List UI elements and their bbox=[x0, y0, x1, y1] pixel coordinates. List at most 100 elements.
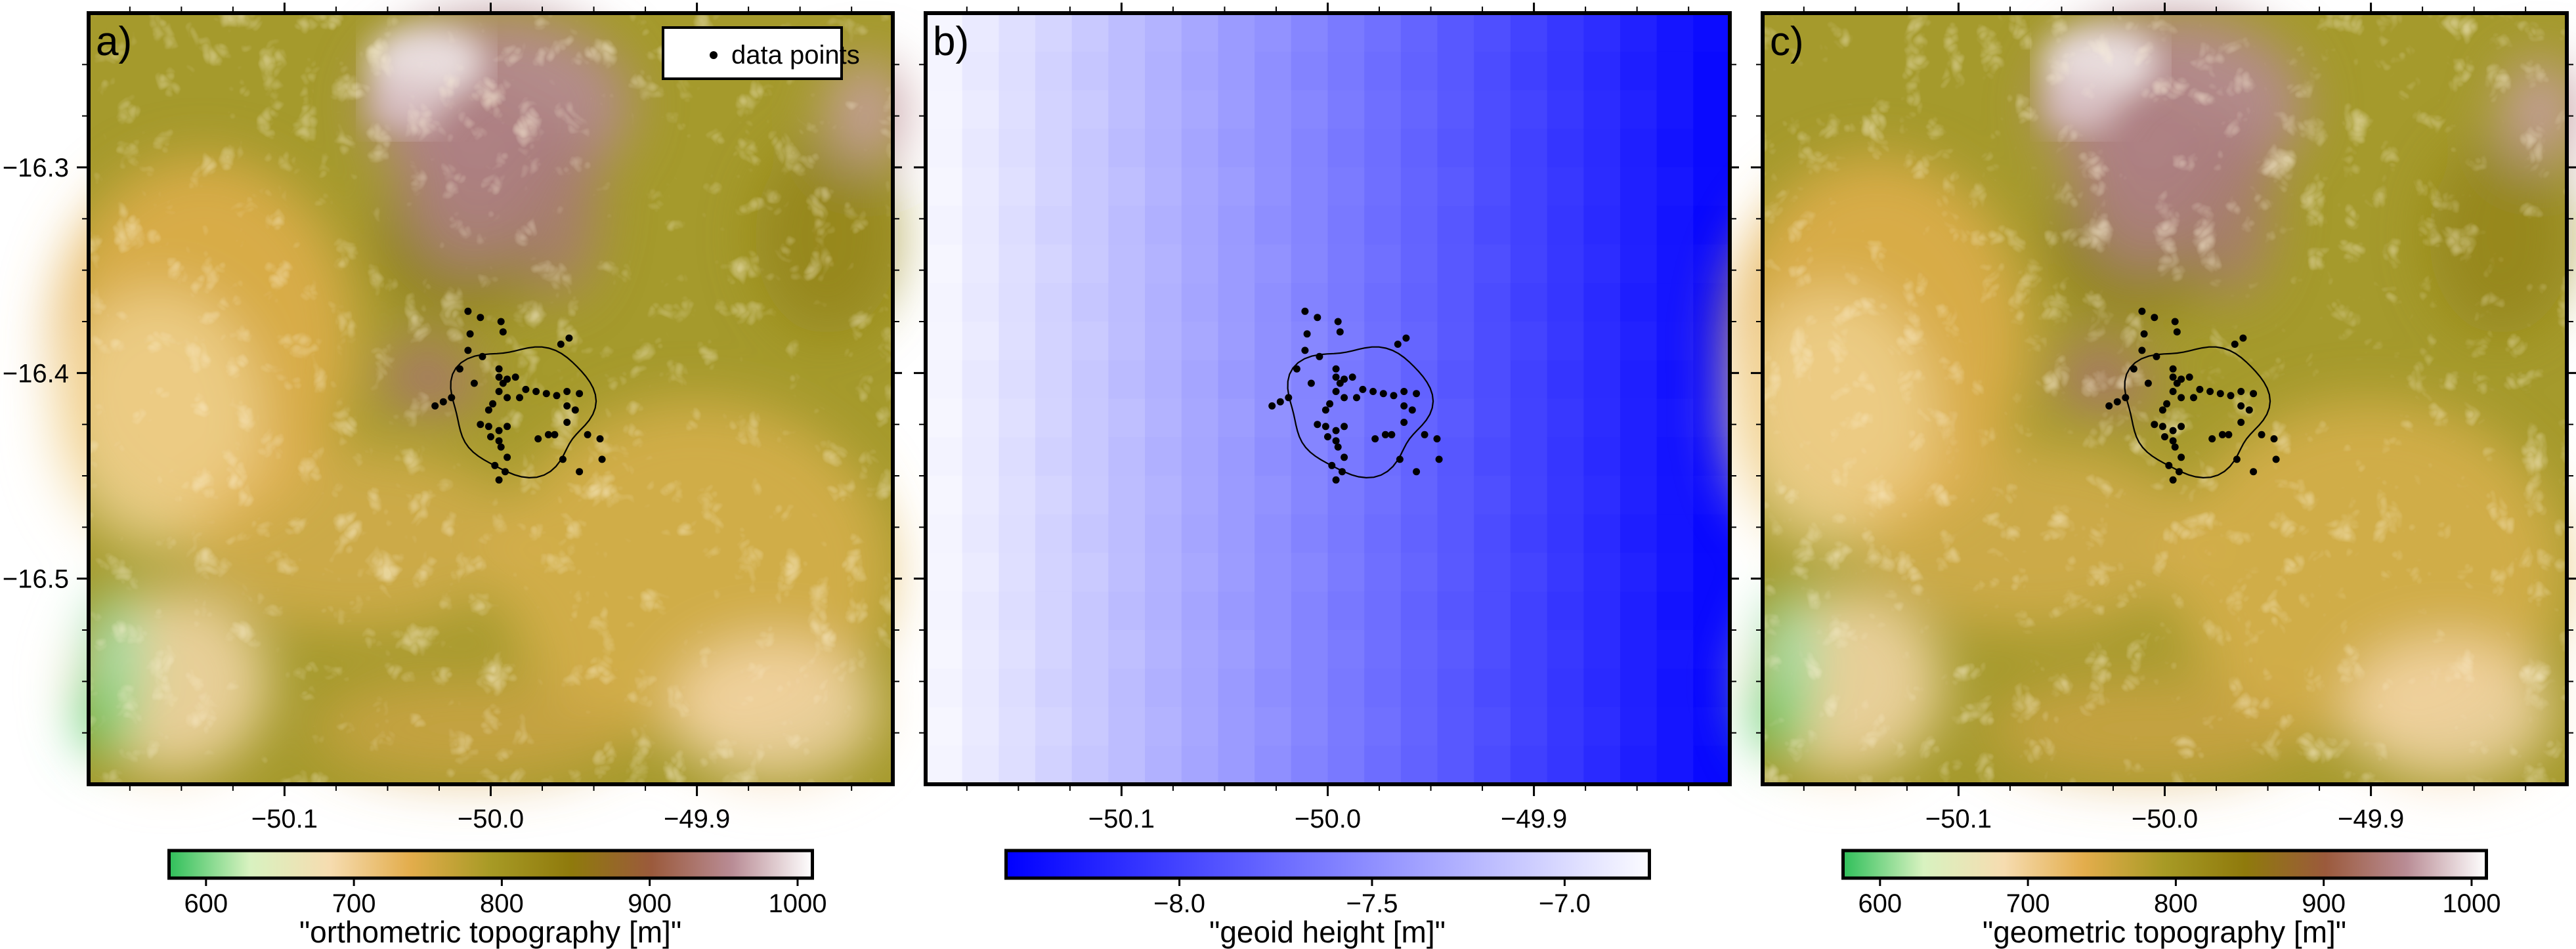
geoid-cell bbox=[1400, 90, 1438, 129]
geoid-cell bbox=[1437, 437, 1474, 476]
colorbar-tick-label: −7.0 bbox=[1539, 889, 1591, 918]
geoid-cell bbox=[1364, 746, 1402, 785]
geoid-cell bbox=[1656, 244, 1694, 284]
geoid-cell bbox=[1437, 13, 1474, 53]
geoid-cell bbox=[1437, 90, 1474, 129]
geoid-cell bbox=[926, 437, 963, 476]
geoid-cell bbox=[998, 630, 1036, 669]
data-point bbox=[516, 394, 523, 402]
data-point bbox=[1413, 468, 1421, 476]
geoid-cell bbox=[998, 129, 1036, 168]
geoid-cell bbox=[1547, 51, 1585, 91]
geoid-cell bbox=[1108, 553, 1146, 592]
data-point bbox=[1314, 421, 1321, 429]
geoid-cell bbox=[926, 514, 963, 554]
geoid-cell bbox=[1656, 630, 1694, 669]
geoid-cell bbox=[1547, 360, 1585, 400]
geoid-cell bbox=[1583, 553, 1621, 592]
geoid-cell bbox=[1364, 630, 1402, 669]
geoid-cell bbox=[962, 591, 1000, 631]
data-point bbox=[1390, 392, 1398, 400]
geoid-cell bbox=[926, 668, 963, 708]
colorbar-title-a: "orthometric topography [m]" bbox=[299, 915, 681, 949]
data-point bbox=[1341, 453, 1348, 461]
geoid-cell bbox=[926, 90, 963, 129]
geoid-cell bbox=[1255, 205, 1292, 245]
geoid-cell bbox=[998, 591, 1036, 631]
geoid-cell bbox=[1035, 630, 1073, 669]
geoid-cell bbox=[1620, 437, 1658, 476]
geoid-cell bbox=[926, 51, 963, 91]
data-point bbox=[2206, 388, 2214, 395]
geoid-cell bbox=[1291, 707, 1329, 746]
geoid-cell bbox=[1437, 167, 1474, 207]
data-point bbox=[495, 388, 503, 395]
geoid-cell bbox=[1620, 746, 1658, 785]
data-point bbox=[2130, 365, 2137, 373]
lon-tick-label: −50.1 bbox=[251, 805, 318, 833]
geoid-cell bbox=[1583, 437, 1621, 476]
geoid-cell bbox=[1071, 514, 1109, 554]
geoid-cell bbox=[926, 360, 963, 400]
geoid-cell bbox=[1218, 322, 1255, 361]
geoid-cell bbox=[1656, 322, 1694, 361]
geoid-cell bbox=[1255, 360, 1292, 400]
geoid-cell bbox=[1437, 553, 1474, 592]
geoid-cell bbox=[1181, 668, 1219, 708]
colorbar-title-b: "geoid height [m]" bbox=[1209, 915, 1446, 949]
data-point bbox=[1276, 398, 1284, 406]
data-point bbox=[456, 365, 463, 373]
geoid-cell bbox=[1291, 553, 1329, 592]
data-point bbox=[1408, 406, 1416, 414]
data-point bbox=[477, 421, 484, 429]
geoid-cell bbox=[1145, 630, 1182, 669]
geoid-cell bbox=[1108, 398, 1146, 438]
data-points bbox=[431, 307, 606, 484]
data-point bbox=[504, 375, 511, 383]
data-point bbox=[2151, 421, 2158, 429]
data-point bbox=[1332, 437, 1340, 445]
data-point bbox=[557, 341, 565, 348]
data-point bbox=[470, 379, 478, 387]
geoid-cell bbox=[1145, 514, 1182, 554]
geoid-cell bbox=[998, 244, 1036, 284]
geoid-cell bbox=[1291, 13, 1329, 53]
geoid-cell bbox=[926, 630, 963, 669]
data-point bbox=[464, 307, 472, 315]
colorbar-b bbox=[1004, 849, 1651, 880]
lon-tick-label: −50.0 bbox=[1295, 805, 1361, 833]
geoid-cell bbox=[1108, 205, 1146, 245]
geoid-cell bbox=[1620, 476, 1658, 515]
geoid-cell bbox=[1620, 167, 1658, 207]
geoid-cell bbox=[1656, 514, 1694, 554]
geoid-cell bbox=[926, 13, 963, 53]
data-point bbox=[495, 476, 503, 484]
geoid-cell bbox=[1620, 244, 1658, 284]
data-point bbox=[2270, 435, 2278, 443]
geoid-cell bbox=[1656, 129, 1694, 168]
geoid-cell bbox=[1108, 746, 1146, 785]
geoid-cell bbox=[1145, 360, 1182, 400]
geoid-cell bbox=[1291, 283, 1329, 322]
data-point bbox=[2138, 307, 2146, 315]
geoid-cell bbox=[926, 476, 963, 515]
geoid-cell bbox=[1218, 553, 1255, 592]
geoid-cell bbox=[1181, 746, 1219, 785]
geoid-cell bbox=[1693, 514, 1730, 554]
geoid-cell bbox=[1474, 283, 1511, 322]
geoid-cell bbox=[1108, 51, 1146, 91]
data-point bbox=[1332, 365, 1340, 373]
geoid-cell bbox=[1071, 707, 1109, 746]
geoid-cell bbox=[1693, 707, 1730, 746]
data-point bbox=[1336, 328, 1344, 336]
geoid-cell bbox=[1547, 205, 1585, 245]
data-point bbox=[1341, 423, 1348, 431]
geoid-cell bbox=[1510, 553, 1548, 592]
geoid-cell bbox=[1364, 205, 1402, 245]
geoid-cell bbox=[998, 90, 1036, 129]
geoid-cell bbox=[1656, 205, 1694, 245]
geoid-cell bbox=[1547, 746, 1585, 785]
geoid-cell bbox=[1400, 630, 1438, 669]
data-point bbox=[511, 373, 519, 381]
data-point bbox=[1341, 394, 1348, 402]
